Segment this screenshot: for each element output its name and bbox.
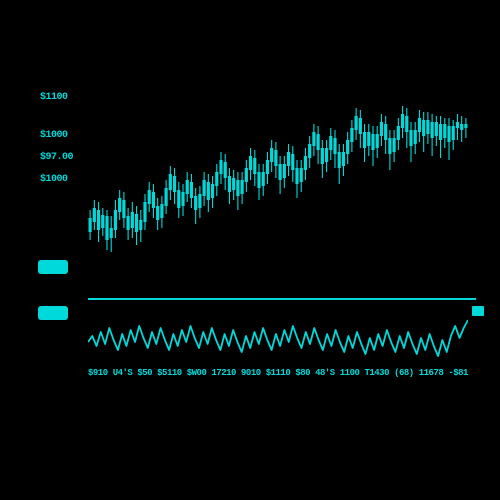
x-axis-label: T1430 [364,368,389,388]
x-axis-label: 11678 [419,368,444,388]
x-axis-label: $W00 [187,368,207,388]
x-axis-label: 48'S [315,368,335,388]
y-axis-label: $1000 [40,174,82,185]
x-axis-label: $5110 [157,368,182,388]
chart-baseline [88,298,476,300]
financial-chart: $1100 $1000 $97.00 $1000 $910U4'S $50 $511… [40,90,470,410]
y-axis-badge [38,260,68,274]
y-axis-label: $97.00 [40,152,82,163]
y-axis-badge [38,306,68,320]
oscillator-panel [88,306,468,362]
candlestick-panel [88,90,468,290]
x-axis-label: $910 [88,368,108,388]
x-axis-label: $1110 [266,368,291,388]
x-axis-label: 1100 [340,368,360,388]
y-axis-label: $1000 [40,130,82,141]
oscillator-end-marker [472,306,484,316]
x-axis-label: U4'S [113,368,133,388]
x-axis-label: $80 [295,368,310,388]
x-axis-label: -$81 [448,368,468,388]
x-axis: $910U4'S $50 $5110$W00172109010$1110 $80 48'… [88,368,468,388]
y-axis-label: $1100 [40,92,82,103]
x-axis-label: 17210 [211,368,236,388]
x-axis-label: (68) [394,368,414,388]
x-axis-label: 9010 [241,368,261,388]
x-axis-label: $50 [137,368,152,388]
